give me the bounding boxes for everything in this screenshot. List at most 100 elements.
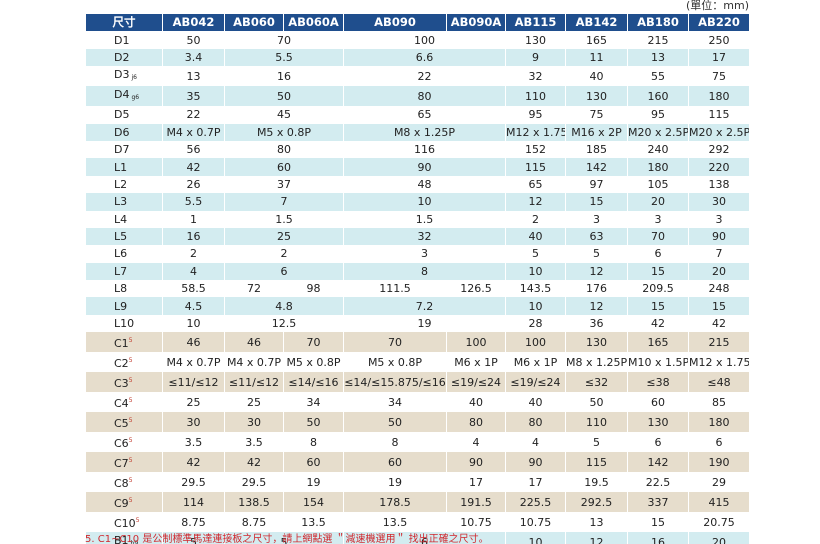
cell: 80 (343, 86, 506, 107)
table-row: C55 30 30 50 50 80 80 110 130 180 (85, 412, 750, 433)
label-text: C1 (114, 337, 129, 351)
cell: 19 (283, 472, 344, 493)
cell: 25 (162, 392, 225, 413)
row-label: D2 (85, 48, 163, 67)
cell: 8 (343, 432, 447, 453)
label-text: C9 (114, 497, 129, 511)
cell: 10 (505, 297, 566, 315)
row-label: D5 (85, 106, 163, 124)
cell: 5 (565, 245, 628, 263)
cell: 46 (224, 332, 284, 353)
cell: M10 x 1.5P (627, 352, 689, 373)
cell: 29 (688, 472, 750, 493)
table-row: D3 j6 13 16 22 32 40 55 75 (85, 66, 750, 87)
cell: 13 (565, 512, 628, 533)
cell: 10.75 (505, 512, 566, 533)
cell: 30 (224, 412, 284, 433)
label-text: L5 (114, 230, 128, 244)
cell: 12.5 (224, 314, 344, 333)
row-label: C15 (85, 332, 163, 353)
cell: 80 (224, 140, 344, 159)
cell: 17 (688, 48, 750, 67)
table-row: D2 3.4 5.5 6.6 9 11 13 17 (85, 48, 750, 67)
column-header: AB090 (343, 14, 447, 32)
cell: 42 (162, 158, 225, 176)
cell: 292 (688, 140, 750, 159)
cell: 130 (565, 332, 628, 353)
row-label: C55 (85, 412, 163, 433)
cell: M4 x 0.7P (224, 352, 284, 373)
label-text: L1 (114, 160, 128, 174)
cell: 4 (162, 262, 225, 281)
cell: 42 (688, 314, 750, 333)
cell: 10 (505, 262, 566, 281)
table-row: D4 g6 35 50 80 110 130 160 180 (85, 86, 750, 107)
cell: 250 (688, 31, 750, 49)
label-text: L7 (114, 264, 128, 278)
cell: 100 (446, 332, 506, 353)
cell: 12 (505, 193, 566, 211)
cell: M4 x 0.7P (162, 352, 225, 373)
cell: 115 (688, 106, 750, 124)
cell: ≤32 (565, 372, 628, 393)
cell: 215 (627, 31, 689, 49)
cell: 1 (162, 210, 225, 228)
cell: 90 (343, 158, 506, 176)
cell: 240 (627, 140, 689, 159)
cell: 110 (505, 86, 566, 107)
cell: 225.5 (505, 492, 566, 513)
cell: M5 x 0.8P (224, 123, 344, 141)
cell: 26 (162, 175, 225, 194)
table-row: C105 8.75 8.75 13.5 13.5 10.75 10.75 13 15 20.75 (85, 512, 750, 533)
cell: 2 (162, 245, 225, 263)
cell: 80 (446, 412, 506, 433)
cell: 130 (627, 412, 689, 433)
cell: 8 (283, 432, 344, 453)
cell: 4.8 (224, 297, 344, 315)
cell: M5 x 0.8P (283, 352, 344, 373)
cell: 6.6 (343, 48, 506, 67)
cell: 5.5 (224, 48, 344, 67)
cell: 3 (343, 245, 506, 263)
column-header: AB060 (224, 14, 284, 32)
cell: 292.5 (565, 492, 628, 513)
cell: 248 (688, 280, 750, 298)
cell: 34 (343, 392, 447, 413)
label-text: C7 (114, 457, 129, 471)
cell: 19.5 (565, 472, 628, 493)
cell: 40 (505, 227, 566, 246)
column-header: AB090A (446, 14, 506, 32)
label-text: C3 (114, 377, 129, 391)
cell: 178.5 (343, 492, 447, 513)
row-label: L10 (85, 314, 163, 333)
cell: 42 (627, 314, 689, 333)
cell: 63 (565, 227, 628, 246)
row-label: C85 (85, 472, 163, 493)
column-header: AB142 (565, 14, 628, 32)
cell: 48 (343, 175, 506, 194)
row-label: D7 (85, 140, 163, 159)
cell: M6 x 1P (505, 352, 566, 373)
cell: 16 (627, 532, 689, 544)
label-subscript: h9 (130, 540, 139, 544)
cell: 29.5 (224, 472, 284, 493)
table-row: C65 3.5 3.5 8 8 4 4 5 6 6 (85, 432, 750, 453)
cell: 46 (162, 332, 225, 353)
cell: 3.5 (224, 432, 284, 453)
cell: 58.5 (162, 280, 225, 298)
cell: 50 (283, 412, 344, 433)
label-superscript: 5 (128, 357, 133, 365)
cell: 85 (688, 392, 750, 413)
row-label: D1 (85, 31, 163, 49)
cell: 56 (162, 140, 225, 159)
cell: 32 (343, 227, 506, 246)
cell: 180 (627, 158, 689, 176)
cell: 95 (505, 106, 566, 124)
cell: 22 (162, 106, 225, 124)
cell: M8 x 1.25P (565, 352, 628, 373)
cell: 1.5 (224, 210, 344, 228)
cell: 12 (565, 297, 628, 315)
table-row: C95 114 138.5 154 178.5 191.5 225.5 292.5 337 415 (85, 492, 750, 513)
row-label: C95 (85, 492, 163, 513)
row-label: L1 (85, 158, 163, 176)
